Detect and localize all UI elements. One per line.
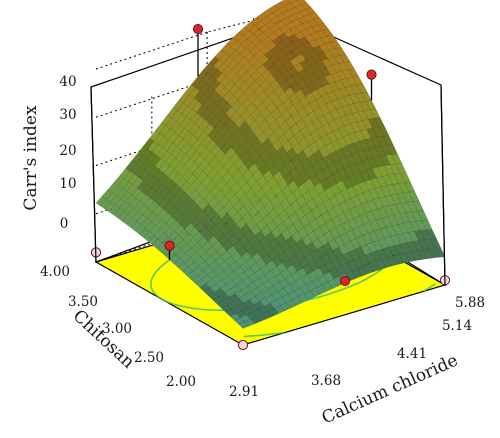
design-point (192, 23, 204, 35)
z-tick-label: 30 (59, 107, 76, 123)
x-tick-label: 5.14 (442, 318, 472, 334)
right-front-edge (440, 84, 446, 286)
y-tick-label: 2.50 (134, 350, 164, 366)
z-tick-label: 40 (59, 74, 76, 90)
surface-cell (268, 5, 279, 14)
surface-cell (273, 1, 285, 10)
design-point (339, 275, 351, 287)
design-point (164, 240, 175, 251)
surface-cell (262, 8, 273, 17)
surface-cell (190, 77, 202, 88)
y-tick-label: 4.00 (40, 264, 70, 280)
x-tick-label: 2.91 (229, 384, 259, 400)
z-axis-title: Carr's index (21, 105, 41, 211)
design-point (366, 69, 377, 80)
surface-cell (95, 196, 107, 207)
y-axis-title: Chitosan (69, 306, 138, 373)
design-points (90, 23, 451, 351)
design-point (237, 339, 249, 351)
surface-cell (119, 168, 131, 179)
z-tick-label: 0 (60, 216, 69, 232)
surface-cell (202, 63, 214, 74)
surface-cell (256, 12, 267, 22)
surface-cell (172, 99, 184, 111)
z-tick-label: 20 (59, 143, 76, 159)
z-axis: 0 10 20 30 40 Carr's index (21, 74, 77, 232)
left-wall-gridline (95, 31, 208, 70)
x-axis-title: Calcium chloride (319, 350, 461, 428)
y-tick-label: 3.00 (102, 321, 132, 337)
y-tick-label: 3.50 (68, 294, 98, 310)
left-front-edge (90, 86, 97, 263)
surface-cell (238, 26, 250, 36)
surface-cell (296, 0, 307, 6)
surface-cell (107, 182, 119, 193)
surface-cell (113, 175, 125, 186)
surface-cell (101, 189, 113, 200)
x-tick-label: 3.68 (311, 373, 341, 389)
surface-cell (184, 84, 196, 96)
x-tick-label: 5.88 (455, 295, 485, 311)
x-tick-label: 4.41 (397, 346, 427, 362)
floor-contour-line (243, 283, 436, 338)
y-tick-label: 2.00 (166, 374, 196, 390)
response-surface (95, 0, 446, 329)
z-tick-label: 10 (59, 176, 76, 192)
surface-cell (137, 145, 149, 157)
